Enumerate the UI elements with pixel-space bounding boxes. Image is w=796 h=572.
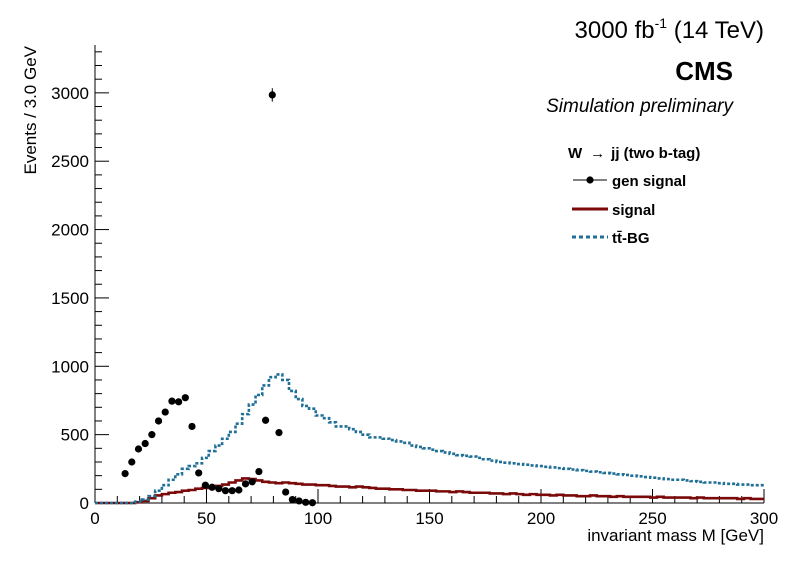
legend-ttbar-label: tt̄-BG [612,230,650,247]
gen-signal-point [255,467,263,476]
gen-signal-point [248,478,256,486]
gen-signal-point [295,497,303,505]
legend-gen-signal-label: gen signal [612,173,686,190]
gen-signal-point [275,428,283,437]
gen-signal-point [148,431,156,439]
lumi-energy: (14 TeV) [674,17,764,44]
ttbar-histogram [95,373,764,505]
x-tick-label: 100 [304,509,332,528]
tick-labels: 0 50 100 150 200 250 3000500100015002000250030… [51,84,778,528]
subtitle-label: Simulation preliminary [546,96,734,117]
luminosity-label: 3000 fb-1 (14 TeV) [575,15,764,44]
lumi-main: 3000 fb [575,17,655,44]
y-tick-label: 1000 [51,357,89,376]
y-tick-label: 500 [61,426,89,445]
lumi-sup: -1 [655,15,668,31]
gen-signal-point [128,458,136,466]
x-tick-label: 150 [415,509,443,528]
x-tick-label: 0 [90,509,99,528]
gen-signal-point [134,445,143,453]
series-layer [95,88,764,507]
x-axis-title: invariant mass M [GeV] [587,526,764,545]
gen-signal-point [282,488,290,496]
gen-signal-point [302,498,310,506]
gen-signal-point [168,397,176,405]
gen-signal-point [201,481,209,489]
gen-signal-point [141,439,149,448]
gen-signal-point [235,486,243,494]
gen-signal-point [261,416,270,424]
legend-signal-label: signal [612,202,655,219]
gen-signal-point [221,487,230,495]
gen-signal-point [308,499,317,507]
y-tick-label: 3000 [51,84,89,103]
experiment-label: CMS [675,56,733,86]
y-tick-label: 2500 [51,152,89,171]
gen-signal-point [215,485,223,493]
gen-signal-point [181,394,189,402]
gen-signal-point [241,480,250,488]
gen-signal-point [208,483,216,491]
gen-signal-point [288,495,296,504]
gen-signal-point [175,398,183,406]
x-tick-label: 200 [527,509,555,528]
x-tick-label: 50 [197,509,216,528]
y-tick-label: 0 [80,494,89,513]
legend-header: W → jj (two b-tag) [568,145,700,162]
legend: W → jj (two b-tag) gen signal signal tt̄-B… [568,145,700,247]
gen-signal-point [161,408,169,416]
gen-signal-point [121,470,129,478]
x-tick-label: 250 [638,509,666,528]
gen-signal-point [268,91,276,99]
y-tick-label: 1500 [51,289,89,308]
gen-signal-point [188,422,196,431]
y-axis-title: Events / 3.0 GeV [21,45,40,174]
y-tick-label: 2000 [51,221,89,240]
x-tick-label: 300 [750,509,778,528]
gen-signal-point [154,417,163,425]
gen-signal-point [195,469,203,477]
gen-signal-point [228,487,236,495]
legend-gen-signal-marker [586,176,594,184]
